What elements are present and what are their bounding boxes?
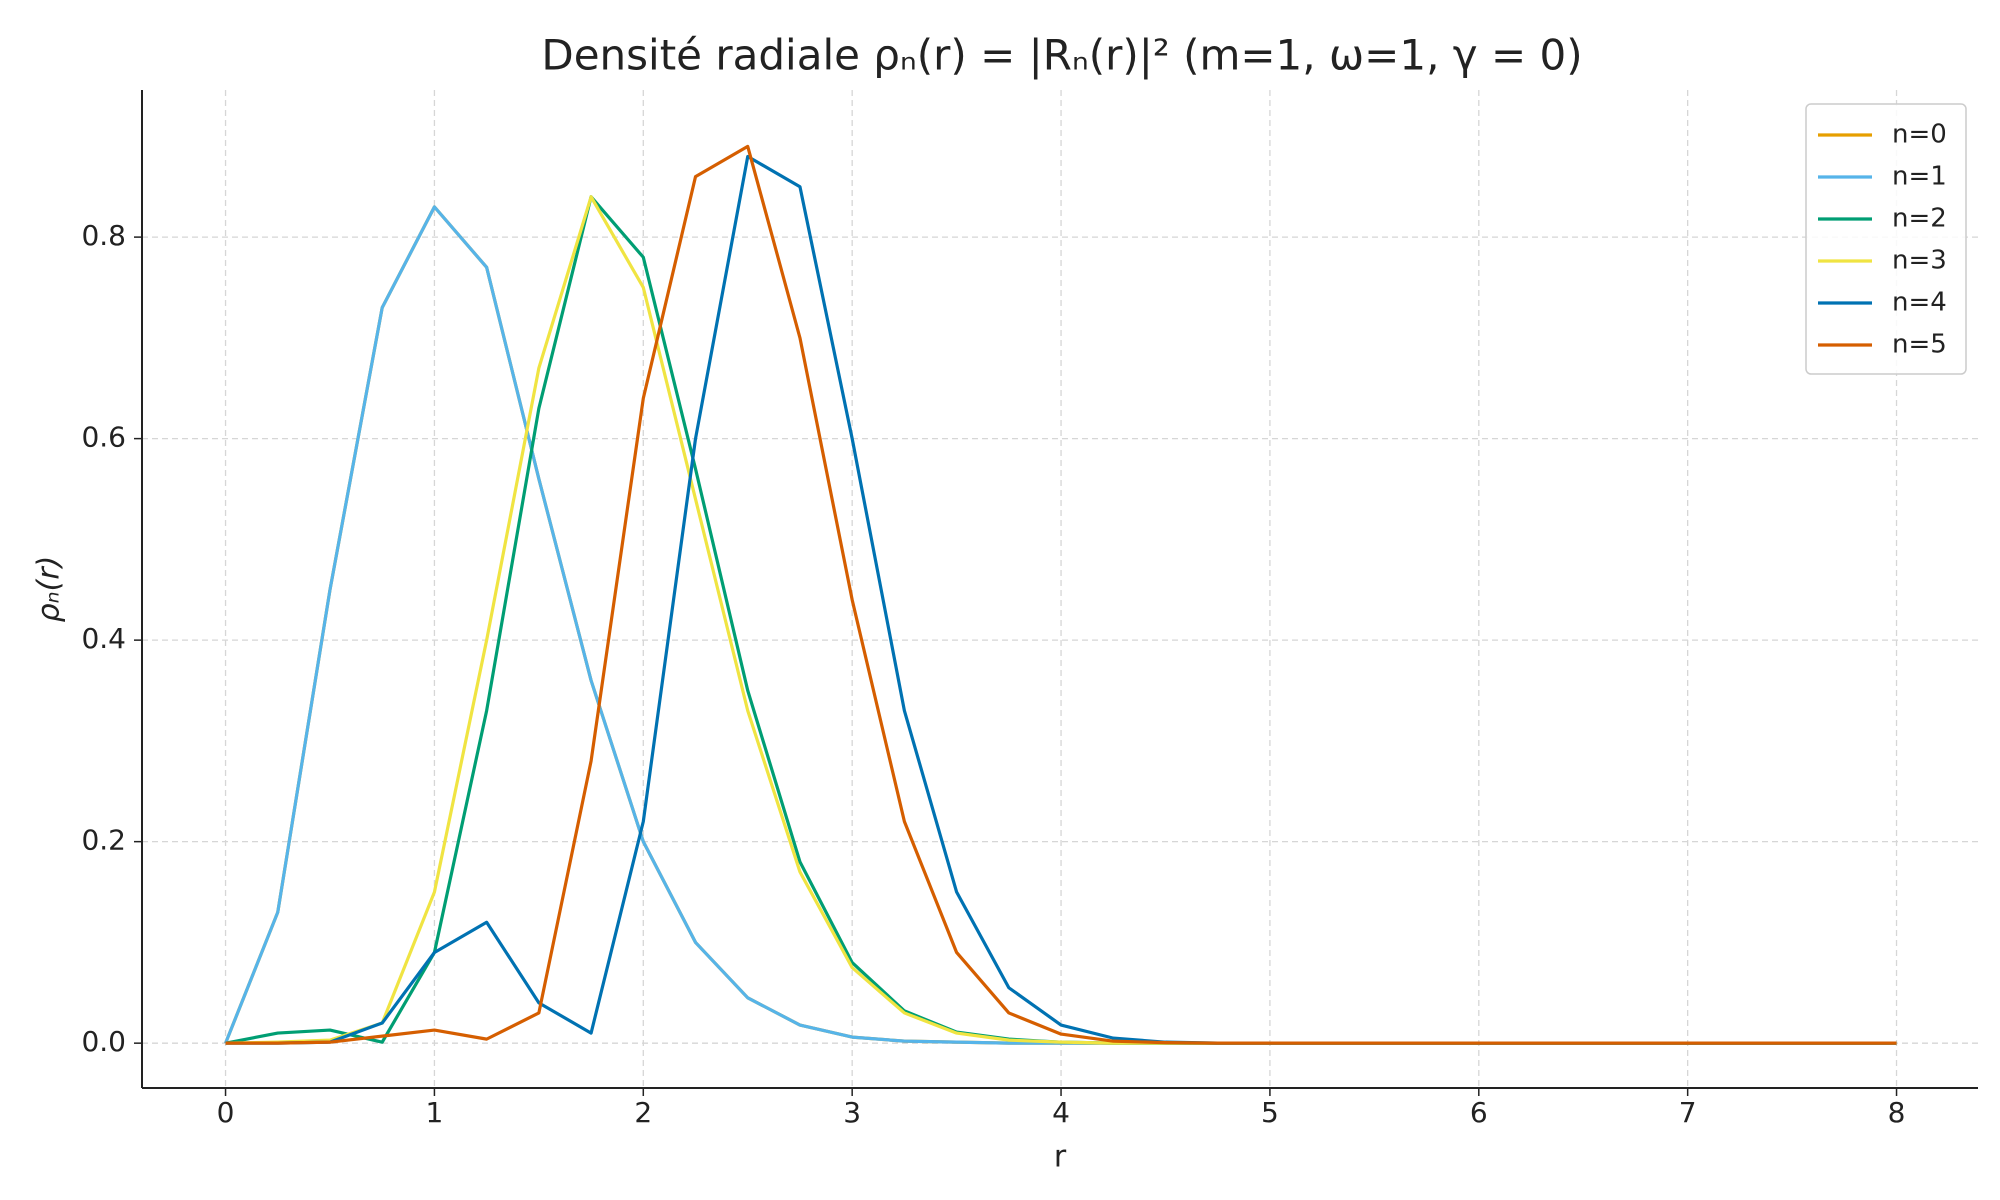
legend-label: n=1 <box>1892 162 1947 192</box>
x-tick-label: 6 <box>1470 1096 1488 1129</box>
x-tick-label: 4 <box>1052 1096 1070 1129</box>
legend-box <box>1805 103 1967 375</box>
x-tick-label: 0 <box>217 1096 235 1129</box>
y-tick-label: 0.6 <box>81 421 126 454</box>
legend: n=0 n=1 n=2 n=3 n=4 n=5 <box>1805 103 1967 375</box>
x-tick-label: 7 <box>1679 1096 1697 1129</box>
x-axis-label: r <box>1054 1140 1067 1175</box>
y-tick-label: 0.4 <box>81 622 126 655</box>
legend-label: n=3 <box>1892 246 1947 276</box>
chart-title: Densité radiale ρₙ(r) = |Rₙ(r)|² (m=1, ω… <box>541 31 1582 80</box>
series-line <box>225 144 1897 1045</box>
y-tick-label: 0.2 <box>81 824 126 857</box>
x-tick-label: 5 <box>1261 1096 1279 1129</box>
legend-label: n=5 <box>1892 330 1947 360</box>
y-tick-label: 0.8 <box>81 219 126 252</box>
x-tick-label: 3 <box>843 1096 861 1129</box>
legend-label: n=4 <box>1892 288 1947 318</box>
legend-label: n=0 <box>1892 120 1947 150</box>
x-tick-label: 1 <box>426 1096 444 1129</box>
x-tick-label: 2 <box>634 1096 652 1129</box>
legend-label: n=2 <box>1892 204 1947 234</box>
y-tick-label: 0.0 <box>81 1025 126 1058</box>
y-axis-label: ρₙ(r) <box>32 556 67 623</box>
x-tick-label: 8 <box>1888 1096 1906 1129</box>
